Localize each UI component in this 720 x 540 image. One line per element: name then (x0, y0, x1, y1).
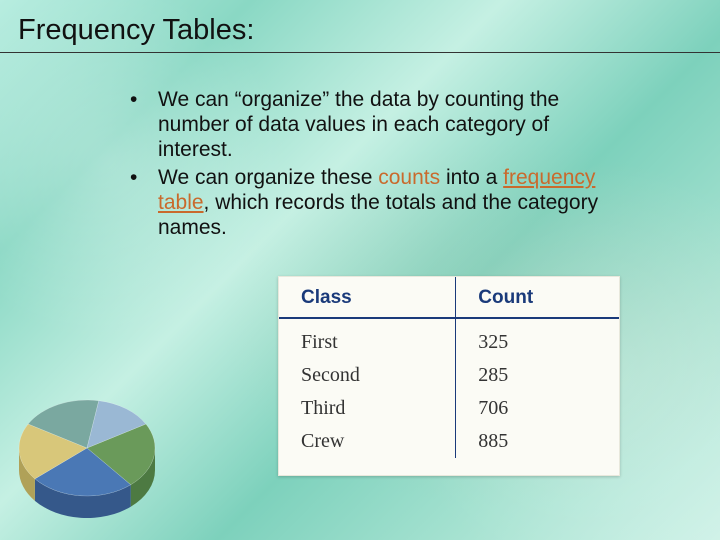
bullet-text: We can organize these counts into a freq… (158, 166, 600, 240)
bullet-dot: • (130, 88, 158, 162)
table-cell: 325 (456, 318, 619, 359)
frequency-table: ClassCount First325Second285Third706Crew… (278, 276, 620, 476)
table-row: First325 (279, 318, 619, 359)
table-row: Second285 (279, 359, 619, 392)
table-row: Crew885 (279, 425, 619, 458)
table-cell: Second (279, 359, 456, 392)
title-underline (0, 52, 720, 53)
table-header-cell: Count (456, 277, 619, 318)
table-cell: 285 (456, 359, 619, 392)
table-row: Third706 (279, 392, 619, 425)
table-cell: First (279, 318, 456, 359)
table-cell: Third (279, 392, 456, 425)
bullet-text: We can “organize” the data by counting t… (158, 88, 600, 162)
slide-title: Frequency Tables: (18, 14, 254, 47)
table-header-cell: Class (279, 277, 456, 318)
table-cell: 885 (456, 425, 619, 458)
bullet-dot: • (130, 166, 158, 240)
table-cell: Crew (279, 425, 456, 458)
bullet-list: •We can “organize” the data by counting … (130, 88, 600, 245)
bullet-item: •We can “organize” the data by counting … (130, 88, 600, 162)
bullet-item: •We can organize these counts into a fre… (130, 166, 600, 240)
pie-chart-icon (12, 378, 182, 528)
table-cell: 706 (456, 392, 619, 425)
